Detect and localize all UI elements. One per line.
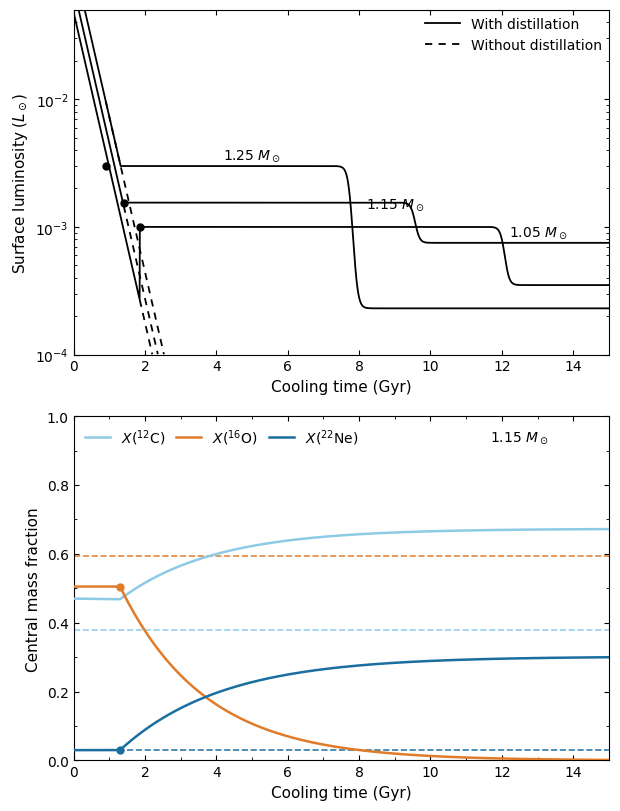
Text: 1.15 $M_\odot$: 1.15 $M_\odot$ — [366, 197, 425, 212]
Text: 1.15 $M_\odot$: 1.15 $M_\odot$ — [490, 429, 549, 445]
Legend: $X(^{12}$C$)$, $X(^{16}$O$)$, $X(^{22}$Ne$)$: $X(^{12}$C$)$, $X(^{16}$O$)$, $X(^{22}$N… — [81, 423, 363, 452]
X-axis label: Cooling time (Gyr): Cooling time (Gyr) — [271, 380, 412, 394]
Text: 1.05 $M_\odot$: 1.05 $M_\odot$ — [509, 225, 567, 241]
X-axis label: Cooling time (Gyr): Cooling time (Gyr) — [271, 785, 412, 800]
Legend: With distillation, Without distillation: With distillation, Without distillation — [425, 18, 602, 53]
Text: 1.25 $M_\odot$: 1.25 $M_\odot$ — [223, 148, 281, 165]
Y-axis label: Central mass fraction: Central mass fraction — [26, 506, 41, 671]
Y-axis label: Surface luminosity ($L_\odot$): Surface luminosity ($L_\odot$) — [11, 92, 30, 274]
